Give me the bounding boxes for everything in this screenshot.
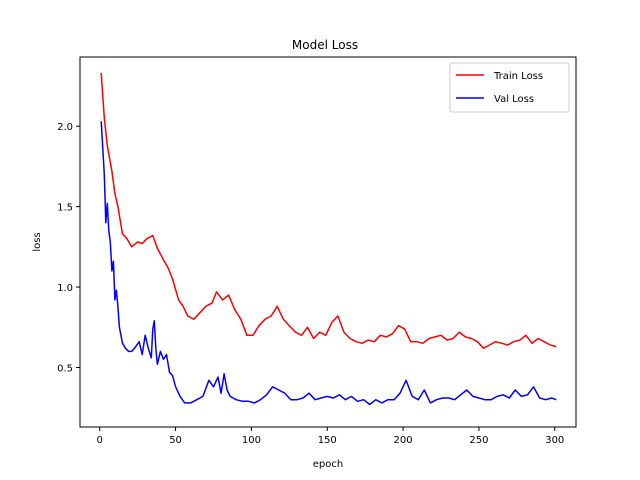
ticks-layer: 0 50 100 150 200 250 300 0.5 1.0 1.5 2.0 (57, 122, 564, 446)
series-line-val-loss (100, 121, 557, 406)
x-tick-label: 100 (242, 435, 261, 446)
x-tick-label: 300 (545, 435, 564, 446)
series-line-train-loss (100, 73, 557, 349)
plot-frame (79, 56, 577, 428)
x-tick-label: 250 (469, 435, 488, 446)
x-tick-label: 200 (394, 435, 413, 446)
series-layer (100, 73, 557, 406)
y-tick-label: 2.0 (57, 122, 73, 133)
y-axis-label: loss (32, 232, 43, 251)
y-tick-label: 0.5 (57, 363, 73, 374)
chart-title: Model Loss (292, 38, 358, 52)
y-tick-label: 1.0 (57, 283, 73, 294)
y-tick-label: 1.5 (57, 203, 73, 214)
legend-label-train: Train Loss (493, 71, 543, 82)
legend: Train Loss Val Loss (449, 62, 570, 113)
legend-label-val: Val Loss (494, 94, 534, 105)
x-tick-label: 50 (169, 435, 182, 446)
x-axis-label: epoch (313, 459, 343, 470)
x-tick-label: 0 (97, 435, 103, 446)
plot-area (80, 57, 576, 427)
x-tick-label: 150 (318, 435, 337, 446)
